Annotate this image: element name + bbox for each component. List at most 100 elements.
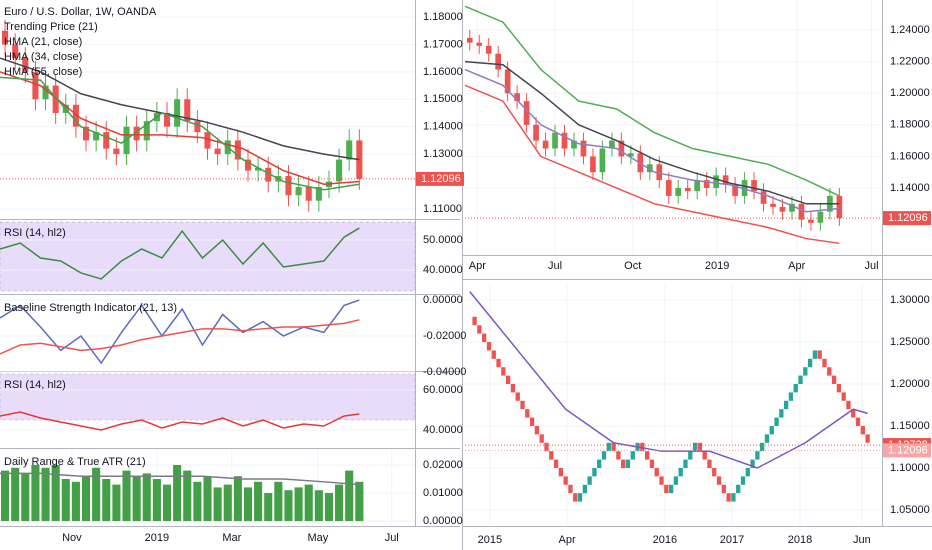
candle-body	[356, 140, 363, 179]
renko-brick	[625, 459, 631, 468]
range-bar	[81, 476, 91, 522]
candle-body	[42, 85, 49, 100]
range-bar	[21, 473, 30, 522]
x-tick-label: Jul	[865, 260, 879, 272]
y-tick-label: 40.0000	[423, 424, 463, 436]
renko-brick	[817, 350, 822, 359]
range-bar	[193, 481, 202, 522]
y-tick-label: 1.17000	[423, 38, 463, 50]
range-bar	[92, 467, 101, 522]
x-tick-label: 2018	[788, 534, 812, 546]
price-label: 1.12096	[421, 173, 461, 185]
candle-body	[255, 167, 262, 171]
renko-brick	[860, 425, 865, 435]
renko-brick	[827, 367, 832, 376]
range-bar	[294, 487, 303, 522]
range-bar	[304, 484, 313, 522]
renko-brick	[702, 451, 707, 460]
range-bar	[61, 479, 70, 522]
candle-body	[599, 148, 606, 173]
y-tick-label: 0.00000	[423, 515, 463, 527]
candle-body	[703, 180, 710, 189]
candle-body	[808, 219, 814, 223]
renko-brick	[611, 442, 616, 452]
pane-title: RSI (14, hl2)	[4, 227, 66, 239]
renko-brick	[573, 493, 578, 502]
renko-brick	[558, 467, 564, 477]
candle-body	[485, 45, 492, 54]
x-tick-label: 2016	[653, 534, 677, 546]
x-tick-label: 2017	[720, 534, 744, 546]
range-bar	[324, 493, 334, 522]
candle-body	[495, 53, 502, 70]
range-bar	[142, 473, 151, 522]
x-tick-label: Oct	[624, 260, 641, 272]
candle-body	[163, 112, 171, 127]
indicator-line	[0, 76, 360, 191]
pane: 1.24000 1.22000 1.20000 1.18000 1.16000 1.140…	[464, 0, 931, 272]
rsi-band	[0, 373, 416, 421]
candle-body	[234, 140, 241, 160]
range-bar	[1, 470, 10, 522]
renko-brick	[563, 476, 568, 485]
range-bar	[162, 484, 172, 522]
renko-brick	[664, 484, 669, 494]
price-label: 1.12096	[888, 212, 928, 224]
renko-brick	[654, 467, 659, 477]
renko-brick	[793, 384, 798, 393]
renko-brick	[683, 459, 688, 468]
renko-brick	[851, 409, 856, 418]
candle-body	[533, 124, 539, 141]
x-tick-label: Apr	[559, 534, 576, 546]
candle-body	[561, 132, 568, 149]
candle-body	[83, 126, 90, 141]
x-tick-label: Jul	[548, 260, 562, 272]
indicator-line	[0, 319, 360, 355]
price-label-box	[883, 443, 931, 458]
renko-brick	[721, 484, 726, 494]
candle-body	[798, 203, 805, 220]
indicator-line	[464, 84, 840, 245]
pane: 0.00000 -0.02000 -0.04000 Baseline Strength…	[0, 294, 466, 378]
range-bar	[41, 467, 50, 522]
candle-body	[103, 132, 110, 149]
renko-brick	[798, 375, 803, 385]
renko-brick	[855, 417, 861, 426]
pane-title: Baseline Strength Indicator (21, 13)	[4, 302, 177, 314]
y-tick-label: 1.05000	[890, 504, 930, 516]
y-tick-label: 1.15000	[890, 420, 930, 432]
candle-body	[123, 126, 130, 155]
range-bar	[243, 487, 253, 522]
indicator-line	[469, 291, 868, 469]
candle-body	[751, 180, 757, 192]
renko-brick	[553, 459, 559, 468]
renko-brick	[486, 342, 492, 351]
renko-brick	[477, 325, 482, 334]
candle-body	[504, 69, 511, 94]
renko-brick	[539, 434, 544, 443]
x-tick-label: Jul	[385, 532, 399, 544]
renko-brick	[678, 467, 683, 477]
range-bar	[274, 481, 283, 522]
range-bar	[71, 481, 80, 522]
renko-brick	[769, 425, 774, 435]
range-bar	[223, 484, 232, 522]
candle-body	[93, 132, 100, 141]
renko-brick	[726, 493, 731, 502]
x-tick-label: 2019	[145, 532, 169, 544]
candle-body	[817, 211, 824, 223]
renko-brick	[668, 484, 674, 494]
indicator-line	[0, 57, 360, 161]
candle-body	[315, 187, 322, 201]
y-tick-label: 1.18000	[423, 11, 463, 23]
range-bar	[345, 470, 354, 522]
indicator-line	[0, 411, 360, 431]
x-tick-label: Apr	[469, 260, 486, 272]
x-tick-label: Jun	[853, 534, 871, 546]
y-tick-label: 1.25000	[890, 336, 930, 348]
renko-brick	[822, 358, 827, 368]
pane: 1.18000 1.17000 1.16000 1.15000 1.14000 1.130…	[0, 6, 464, 215]
y-tick-label: 1.14000	[890, 182, 930, 194]
renko-brick	[846, 400, 851, 410]
